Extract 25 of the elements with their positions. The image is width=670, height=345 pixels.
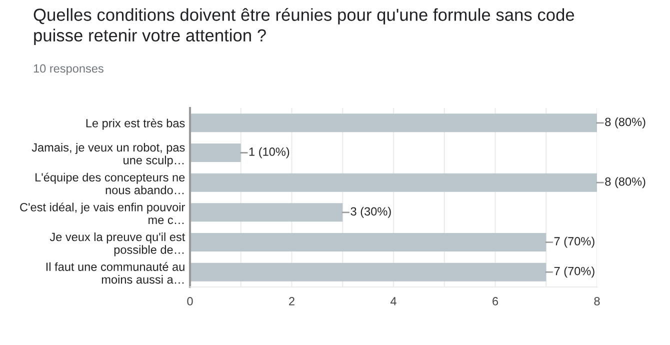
y-tick-label: C'est idéal, je vais enfin pouvoir me c… [20,202,185,224]
x-tick-label: 8 [594,297,600,306]
y-tick-label: Jamais, je veux un robot, pas une sculp… [32,142,185,167]
y-tick-label: Il faut une communauté au moins aussi a… [46,262,184,284]
y-tick-label: Le prix est très bas [86,118,185,130]
bar [190,233,546,252]
data-label: 7 (70%) [554,236,594,248]
data-label: 3 (30%) [350,206,391,218]
bar [190,262,546,282]
x-tick-label: 2 [289,297,294,306]
y-tick-label: Je veux la preuve qu'il est possible de… [50,232,186,256]
y-tick-label: L'équipe des concepteurs ne nous abando… [36,172,185,194]
data-label: 8 (80%) [605,117,646,128]
x-tick-label: 4 [390,297,396,306]
bar [190,173,597,192]
bar [190,114,597,132]
chart-title: Quelles conditions doivent être réunies pour qu'une formule sans code puisse retenir votre attention ? [34,8,574,45]
x-tick-label: 6 [492,297,498,306]
data-label: 1 (10%) [249,147,290,158]
data-label: 7 (70%) [554,266,594,278]
text: 10 responses [34,64,104,76]
bar [190,144,241,162]
data-label: 8 (80%) [605,177,646,188]
bar [190,203,343,222]
x-tick-label: 0 [187,297,193,306]
